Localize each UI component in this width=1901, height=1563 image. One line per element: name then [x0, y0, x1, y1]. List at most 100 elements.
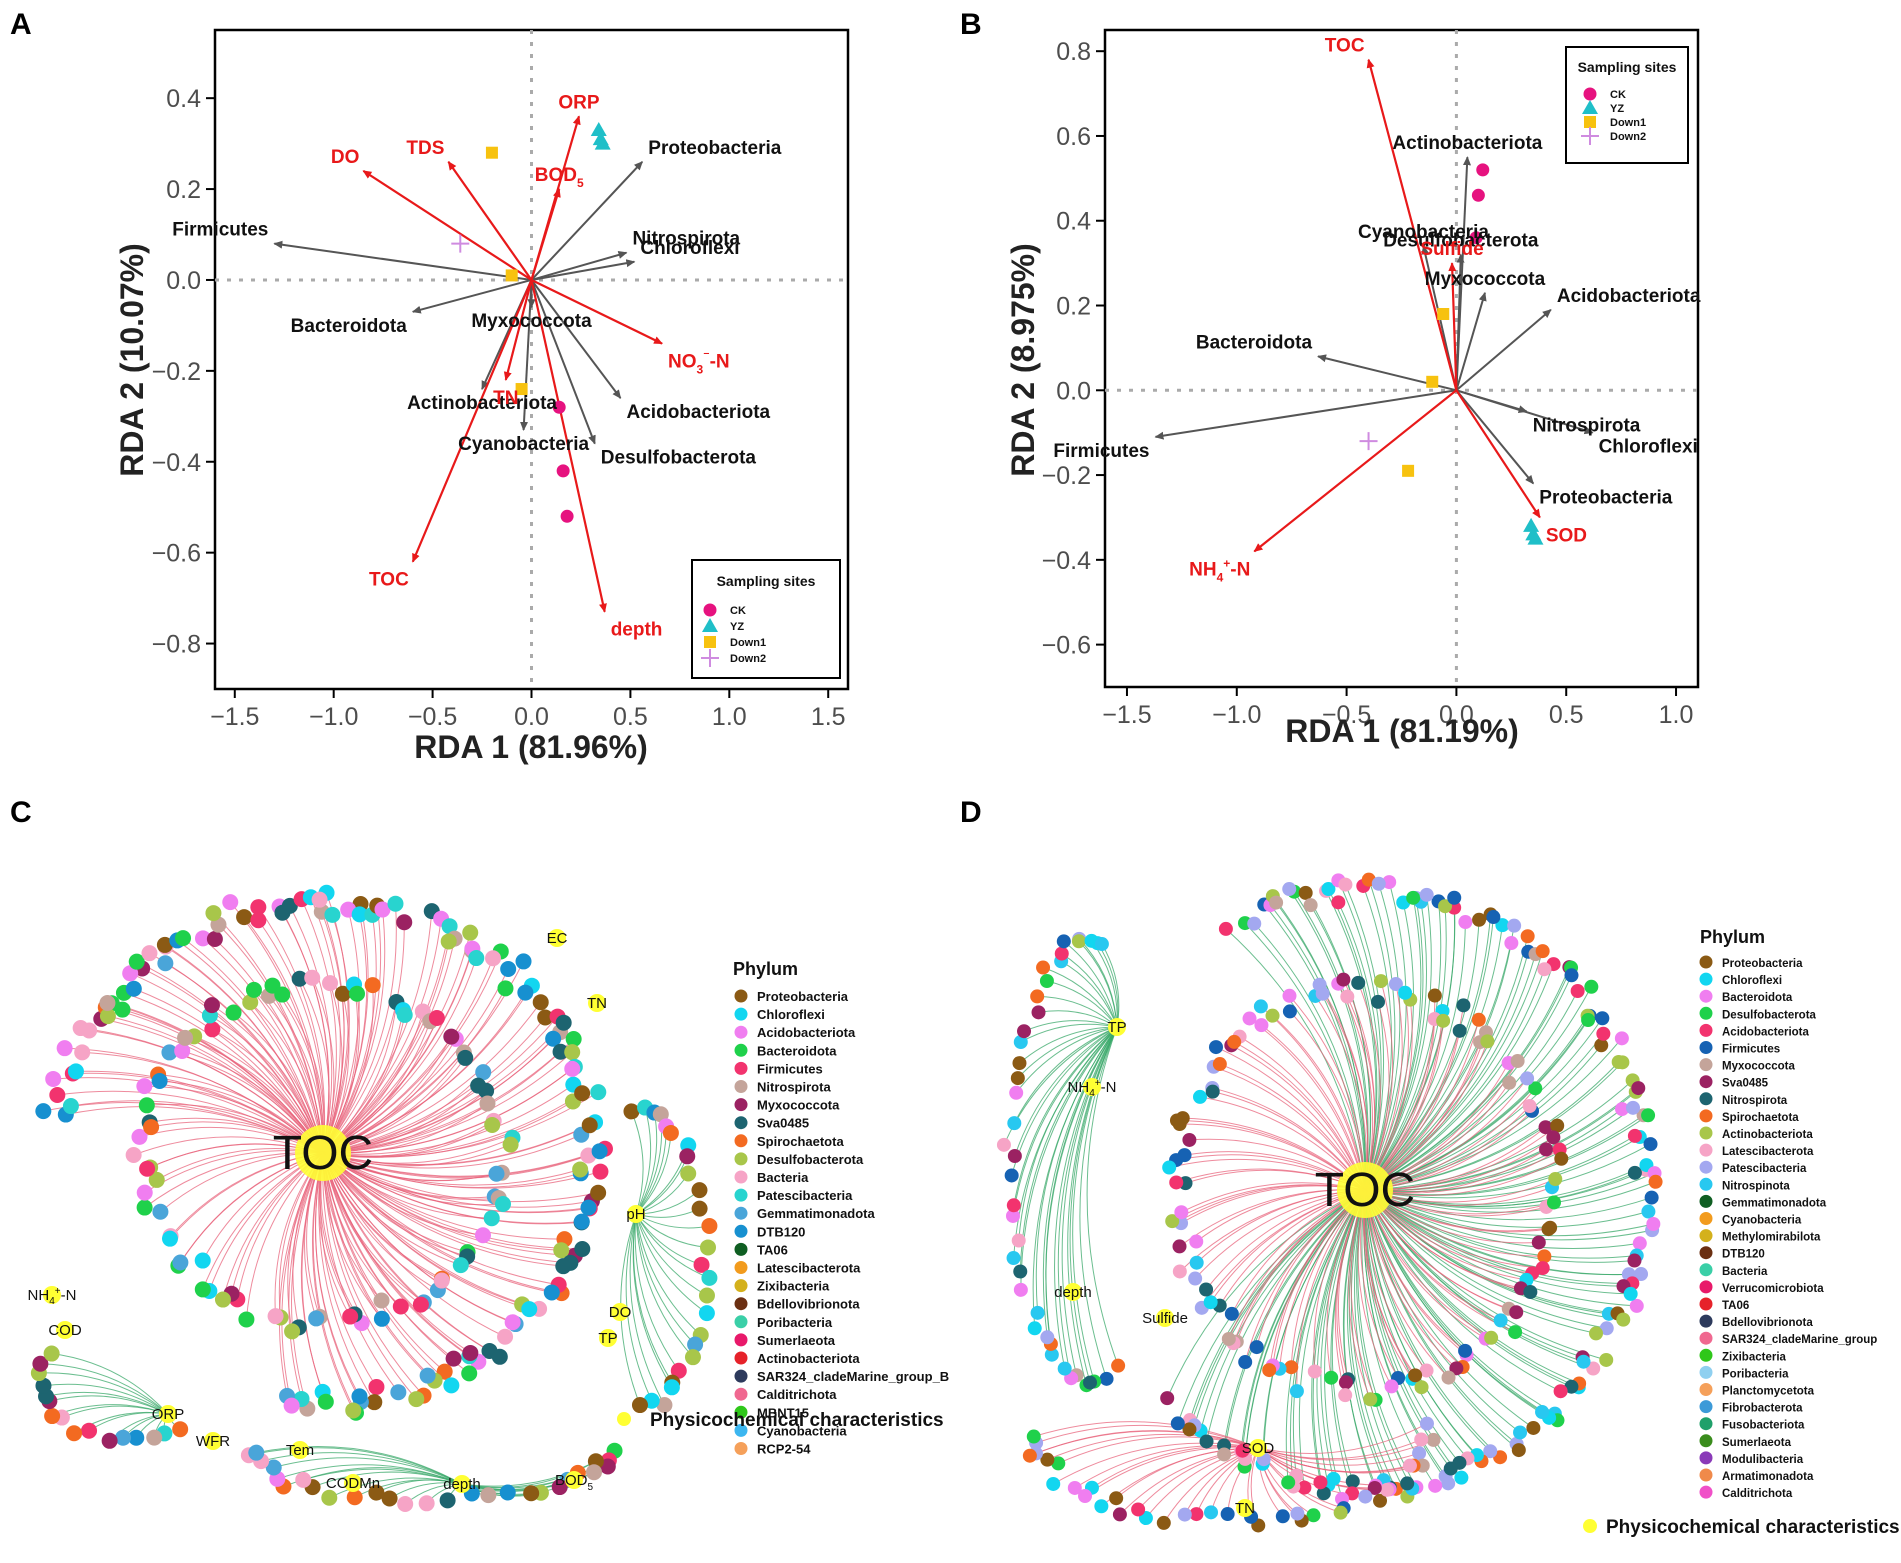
network-node [1212, 1057, 1227, 1072]
phylum-legend-label: Calditrichota [757, 1387, 837, 1402]
network-node [1013, 1035, 1028, 1050]
legend-marker-a-stroke [701, 649, 719, 667]
network-node [996, 1137, 1011, 1152]
network-node [1338, 1375, 1353, 1390]
hub-label: BOD5 [555, 1472, 594, 1493]
network-node [1156, 1515, 1171, 1530]
network-edge [1020, 1026, 1118, 1290]
network-node [1414, 1432, 1429, 1447]
network-node [311, 891, 328, 908]
hub-node [1083, 1078, 1101, 1096]
network-edge [75, 1070, 324, 1154]
env-arrow-b [1455, 389, 1541, 519]
x-tick-label-b: −0.5 [1322, 701, 1371, 729]
network-edge [322, 1152, 571, 1264]
phylum-legend-label: Nitrospirota [757, 1080, 831, 1095]
network-edge [1035, 1026, 1118, 1313]
phylum-legend-label: Sumerlaeota [757, 1333, 836, 1348]
y-tick-label-a: −0.8 [152, 631, 201, 659]
network-node [1632, 1236, 1647, 1251]
network-node [342, 1308, 359, 1325]
phylum-legend-label: Acidobacteriota [1722, 1026, 1810, 1038]
network-node [1586, 1361, 1601, 1376]
phylum-legend-label: Chloroflexi [1722, 975, 1782, 987]
network-node [564, 1060, 581, 1077]
network-node [419, 1367, 436, 1384]
phylum-legend-dot [734, 1188, 748, 1202]
species-label-b: Chloroflexi [1599, 437, 1698, 458]
network-edge [260, 1452, 463, 1485]
network-node [62, 1098, 79, 1115]
legend-title-b: Sampling sites [1578, 59, 1677, 75]
species-arrow-a [273, 240, 532, 281]
network-node [1333, 1505, 1348, 1520]
network-node [693, 1256, 710, 1273]
network-edge [329, 1477, 463, 1499]
network-edge [322, 1092, 583, 1157]
network-edge [1223, 1189, 1366, 1455]
network-node [1235, 1443, 1250, 1458]
network-node [1182, 1132, 1197, 1147]
phylum-legend-label: Sva0485 [1722, 1078, 1769, 1090]
network-edge [1364, 1189, 1478, 1456]
phylum-legend-label: Patescibacteria [757, 1188, 853, 1203]
phylum-legend-label: Cyanobacteria [757, 1423, 847, 1438]
phylum-legend-label: DTB120 [757, 1224, 805, 1239]
network-node [1507, 918, 1522, 933]
network-edge [273, 1457, 463, 1485]
network-node [284, 1323, 301, 1340]
species-arrow-a [530, 279, 622, 399]
network-node [381, 1490, 398, 1507]
network-edge [629, 1213, 665, 1406]
network-edge [1023, 1020, 1118, 1032]
network-node [122, 965, 139, 982]
x-tick-label-a: 0.5 [613, 703, 648, 731]
network-edge [1344, 884, 1385, 1191]
hub-label: ORP [152, 1406, 185, 1423]
phylum-legend-label: Proteobacteria [757, 989, 849, 1004]
network-node [592, 1163, 609, 1180]
phylum-legend-label: Verrucomicrobiota [1722, 1283, 1824, 1295]
phylum-legend-label: Firmicutes [757, 1061, 823, 1076]
network-node [139, 1160, 156, 1177]
network-node [1182, 1422, 1197, 1437]
plot-frame-b [1103, 28, 1700, 689]
network-node [698, 1287, 715, 1304]
phylum-legend-dot [734, 1170, 748, 1184]
hub-label: TN [1235, 1500, 1255, 1517]
network-node [1458, 1343, 1473, 1358]
phylum-legend-label: Modulibacteria [1722, 1454, 1804, 1466]
sample-point-b-stroke [1359, 432, 1378, 451]
network-edge [1189, 1189, 1366, 1421]
phylum-legend-label: Zixibacteria [1722, 1351, 1787, 1363]
phylum-legend-dot [1699, 1365, 1713, 1379]
phylum-legend-dot [734, 1152, 748, 1166]
network-edge [322, 909, 386, 1154]
network-node [1471, 1012, 1486, 1027]
network-node [488, 1165, 505, 1182]
network-node [1275, 1509, 1290, 1524]
network-node [1511, 1443, 1526, 1458]
legend-label-a: Down2 [730, 653, 766, 665]
species-label-a: Myxococcota [471, 311, 592, 332]
network-edge [1298, 1189, 1366, 1488]
network-node [1253, 999, 1268, 1014]
network-node [1363, 1392, 1378, 1407]
network-node [1262, 1363, 1277, 1378]
sample-point-b [1523, 517, 1540, 532]
network-node [1345, 1474, 1360, 1489]
network-node [334, 985, 351, 1002]
network-node [397, 1496, 414, 1513]
phylum-legend-label: Fibrobacterota [1722, 1403, 1803, 1415]
network-node [374, 901, 391, 918]
env-label-a: depth [611, 620, 663, 641]
network-node [1528, 1081, 1543, 1096]
hub-label: TP [598, 1330, 617, 1347]
network-node [478, 1082, 495, 1099]
network-node [387, 895, 404, 912]
phylum-legend-dot [1699, 1177, 1713, 1191]
network-edge [1060, 960, 1118, 1028]
phylum-legend-dot [1699, 1075, 1713, 1089]
network-edge [1364, 1189, 1637, 1259]
phylum-legend-label: Desulfobacterota [1722, 1009, 1817, 1021]
